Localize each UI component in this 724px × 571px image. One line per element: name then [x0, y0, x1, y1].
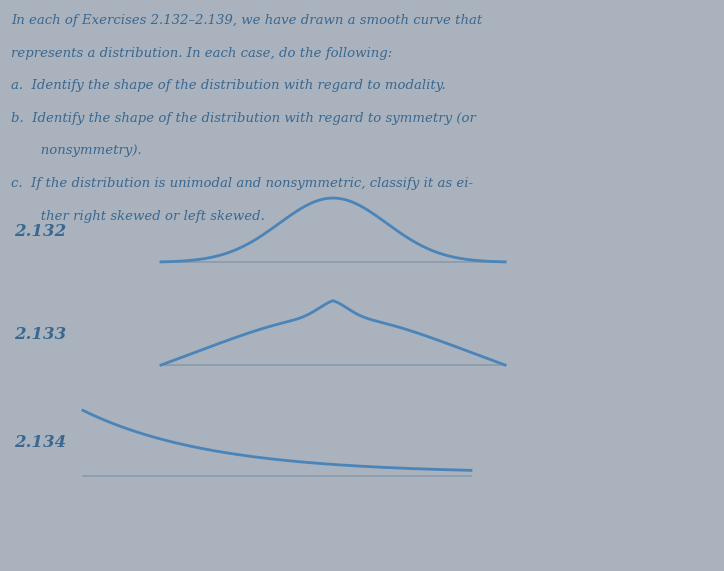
Text: represents a distribution. In each case, do the following:: represents a distribution. In each case,…: [11, 47, 392, 60]
Text: c.  If the distribution is unimodal and nonsymmetric, classify it as ei-: c. If the distribution is unimodal and n…: [11, 177, 473, 190]
Text: 2.133: 2.133: [14, 325, 67, 343]
Text: a.  Identify the shape of the distribution with regard to modality.: a. Identify the shape of the distributio…: [11, 79, 445, 93]
Text: 2.134: 2.134: [14, 434, 67, 451]
Text: 2.132: 2.132: [14, 223, 67, 240]
Text: b.  Identify the shape of the distribution with regard to symmetry (or: b. Identify the shape of the distributio…: [11, 112, 476, 125]
Text: ther right skewed or left skewed.: ther right skewed or left skewed.: [11, 210, 265, 223]
Text: nonsymmetry).: nonsymmetry).: [11, 144, 142, 158]
Text: In each of Exercises 2.132–2.139, we have drawn a smooth curve that: In each of Exercises 2.132–2.139, we hav…: [11, 14, 482, 27]
